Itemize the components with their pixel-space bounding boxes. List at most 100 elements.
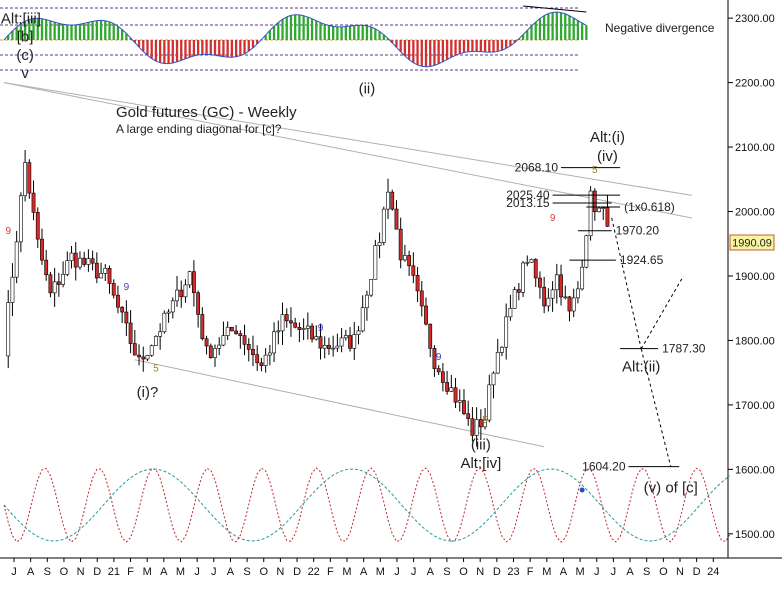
candle-body [272,331,276,354]
candle-body [158,331,163,337]
count-label: 9 [5,226,11,237]
x-tick-label: F [327,566,334,578]
candle-body [183,284,188,298]
candle-body [377,242,382,246]
indicator-line [240,53,245,57]
candle-body [149,345,154,356]
candle-body [318,336,323,349]
candle-body [187,271,192,286]
candle-body [597,207,601,213]
indicator-line [261,34,267,40]
x-tick-label: S [443,566,450,578]
indicator-line [256,39,262,45]
candle-body [69,252,74,261]
indicator-line [391,42,397,48]
indicator-line [117,25,123,30]
indicator-line [383,34,389,40]
y-tick-label: 2300.00 [735,13,775,25]
y-tick-label: 1900.00 [735,271,775,283]
indicator-line [518,34,524,40]
candle-body [137,354,141,358]
candle-body [40,238,44,261]
indicator-line [185,56,190,60]
chart-subtitle: A large ending diagonal for [c]? [116,122,282,136]
indicator-line [151,58,157,62]
candle-body [213,348,217,358]
indicator-line [7,30,13,36]
candle-body [128,322,133,344]
indicator-line [455,53,460,56]
candlesticks [6,150,610,447]
wave-label: [b] [17,28,34,45]
wave-label: Alt:(i) [590,129,625,146]
candle-body [390,191,395,210]
indicator-line [278,18,283,23]
projection-path [611,217,684,467]
x-tick-label: N [476,566,484,578]
candle-body [56,281,61,285]
indicator-line [543,13,549,17]
candle-body [335,345,340,349]
indicator-line [20,20,26,25]
candle-body [559,274,563,298]
indicator-line [113,23,119,27]
candle-body [289,320,293,324]
candle-body [411,265,416,276]
indicator-line [248,47,254,52]
count-label: 9 [436,352,442,363]
x-tick-label: 24 [707,566,719,578]
indicator-line [573,17,579,22]
candle-body [107,268,112,284]
indicator-line [75,23,81,26]
candle-body [52,281,57,294]
x-tick-label: J [394,566,400,578]
candle-body [495,352,500,374]
chart-title: Gold futures (GC) - Weekly [116,104,297,121]
candle-body [259,362,264,366]
candle-body [305,325,310,329]
candle-body [428,323,433,349]
candle-body [550,289,555,299]
indicator-line [88,20,93,23]
candle-body [398,228,403,261]
candle-body [14,241,19,278]
last-price-badge: 1990.09 [729,234,775,251]
indicator-line [539,15,545,19]
indicator-line [121,29,127,34]
candle-body [584,235,589,268]
indicator-line [41,18,47,21]
candle-body [453,387,458,403]
candle-body [601,207,606,209]
candle-body [538,277,542,288]
candle-body [90,258,95,264]
candle-body [65,260,70,275]
indicator-line [134,42,140,48]
candle-body [373,245,378,280]
candle-body [23,162,28,197]
level-label: 1924.65 [620,253,664,267]
level-label: (1x0.618) [624,200,675,214]
candle-body [491,372,496,386]
candle-body [483,419,487,428]
candle-body [470,418,475,436]
x-tick-label: A [227,566,235,578]
candle-body [432,348,437,369]
candle-body [588,190,593,237]
candle-body [348,335,352,349]
indicator-line [501,47,507,51]
indicator-line [214,54,220,57]
candle-body [322,345,327,349]
candle-body [35,212,40,240]
indicator-line [497,49,503,52]
candle-body [440,371,445,383]
indicator-line [459,52,465,55]
indicator-line [400,51,406,57]
candle-body [120,306,125,313]
candle-body [525,261,530,264]
indicator-line [569,15,574,19]
candle-body [111,283,116,296]
candle-body [73,252,78,268]
indicator-line [16,23,22,28]
x-tick-label: S [643,566,650,578]
candle-body [48,274,53,294]
